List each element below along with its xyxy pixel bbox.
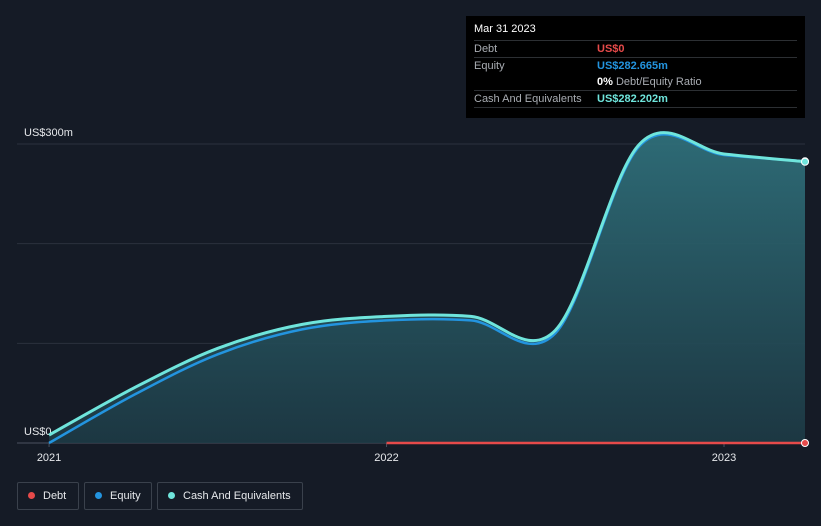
area	[49, 132, 806, 444]
legend-swatch	[95, 492, 102, 499]
legend-label: Cash And Equivalents	[183, 490, 291, 502]
end-point	[801, 439, 809, 447]
tooltip-label: Debt	[474, 43, 498, 55]
tooltip-row: Cash And Equivalents US$282.202m	[474, 90, 797, 108]
tooltip-label: Cash And Equivalents	[474, 93, 582, 105]
tooltip-date: Mar 31 2023	[474, 23, 536, 35]
tooltip: Mar 31 2023 Debt US$0 Equity US$282.665m 0…	[466, 16, 805, 118]
tooltip-value: US$282.202m	[597, 93, 668, 105]
tooltip-label: Equity	[474, 60, 505, 72]
legend-label: Equity	[110, 490, 141, 502]
tooltip-value: US$282.665m	[597, 60, 668, 72]
line	[48, 131, 806, 437]
x-tick-label: 2021	[37, 452, 61, 464]
tooltip-value: US$0	[597, 43, 625, 55]
legend-item[interactable]: Equity	[84, 482, 152, 510]
y-tick-label: US$0	[24, 426, 52, 438]
tooltip-ratio: 0%	[597, 76, 613, 88]
x-tick-label: 2022	[374, 452, 398, 464]
legend-item[interactable]: Cash And Equivalents	[157, 482, 303, 510]
x-tick-label: 2023	[712, 452, 736, 464]
tooltip-row: Debt US$0	[474, 40, 797, 57]
end-point	[801, 157, 809, 166]
legend-label: Debt	[43, 490, 67, 502]
legend-swatch	[168, 492, 175, 499]
y-tick-label: US$300m	[24, 127, 73, 139]
tooltip-ratio-text: Debt/Equity Ratio	[615, 76, 702, 88]
legend-item[interactable]: Debt	[17, 482, 79, 510]
tooltip-row: Equity US$282.665m	[474, 57, 797, 74]
legend-swatch	[28, 492, 35, 499]
tooltip-row: 0% Debt/Equity Ratio	[474, 74, 797, 90]
